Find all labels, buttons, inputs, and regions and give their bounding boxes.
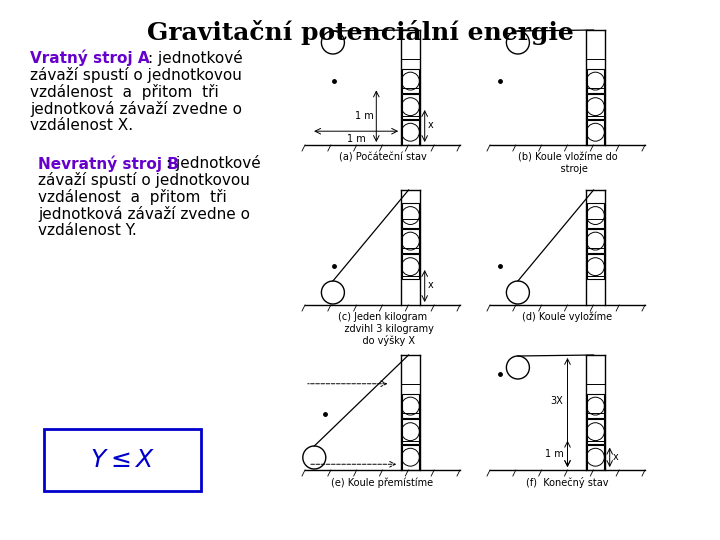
Bar — [587, 420, 603, 444]
Text: vzdálenost X.: vzdálenost X. — [30, 118, 133, 133]
Bar — [402, 229, 419, 253]
Text: 1 m: 1 m — [545, 449, 564, 459]
Text: : jednotkové: : jednotkové — [148, 50, 243, 66]
Text: jednotková závaží zvedne o: jednotková závaží zvedne o — [38, 206, 250, 222]
Bar — [402, 394, 419, 418]
Text: (e) Koule přemístíme: (e) Koule přemístíme — [331, 477, 433, 488]
Text: vzdálenost Y.: vzdálenost Y. — [38, 223, 137, 238]
Text: závaží spustí o jednotkovou: závaží spustí o jednotkovou — [30, 67, 242, 83]
Text: (f)  Konečný stav: (f) Konečný stav — [526, 477, 608, 488]
Text: Gravitační potenciální energie: Gravitační potenciální energie — [147, 20, 573, 45]
Text: jednotková závaží zvedne o: jednotková závaží zvedne o — [30, 101, 242, 117]
Bar — [587, 94, 603, 119]
Bar — [402, 120, 419, 145]
Bar — [587, 120, 603, 145]
Text: (c) Jeden kilogram
    zdvihl 3 kilogramy
    do výšky X: (c) Jeden kilogram zdvihl 3 kilogramy do… — [332, 312, 433, 346]
Text: závaží spustí o jednotkovou: závaží spustí o jednotkovou — [38, 172, 250, 188]
Bar — [587, 69, 603, 93]
Text: (a) Počáteční stav: (a) Počáteční stav — [338, 152, 426, 162]
Bar — [402, 203, 419, 228]
Text: (d) Koule vyložíme: (d) Koule vyložíme — [523, 312, 613, 322]
Text: 1 m: 1 m — [347, 134, 366, 144]
Text: $Y \leq X$: $Y \leq X$ — [90, 448, 156, 472]
Text: x: x — [428, 120, 433, 131]
Text: vzdálenost  a  přitom  tři: vzdálenost a přitom tři — [38, 189, 227, 205]
Bar — [587, 445, 603, 469]
Text: x: x — [613, 453, 618, 462]
Text: 3X: 3X — [551, 396, 564, 406]
Bar — [587, 394, 603, 418]
Text: x: x — [428, 280, 433, 291]
Bar — [587, 203, 603, 228]
Text: : jednotkové: : jednotkové — [166, 155, 261, 171]
Bar — [587, 254, 603, 279]
Bar — [402, 69, 419, 93]
Text: vzdálenost  a  přitom  tři: vzdálenost a přitom tři — [30, 84, 219, 100]
Bar — [402, 94, 419, 119]
FancyBboxPatch shape — [44, 429, 201, 491]
Text: Vratný stroj A: Vratný stroj A — [30, 50, 150, 66]
Text: Nevratný stroj B: Nevratný stroj B — [38, 155, 179, 172]
Bar — [402, 254, 419, 279]
Bar — [402, 420, 419, 444]
Text: (b) Koule vložíme do
    stroje: (b) Koule vložíme do stroje — [518, 152, 617, 173]
Bar — [587, 229, 603, 253]
Text: 1 m: 1 m — [354, 111, 373, 122]
Bar — [402, 445, 419, 469]
